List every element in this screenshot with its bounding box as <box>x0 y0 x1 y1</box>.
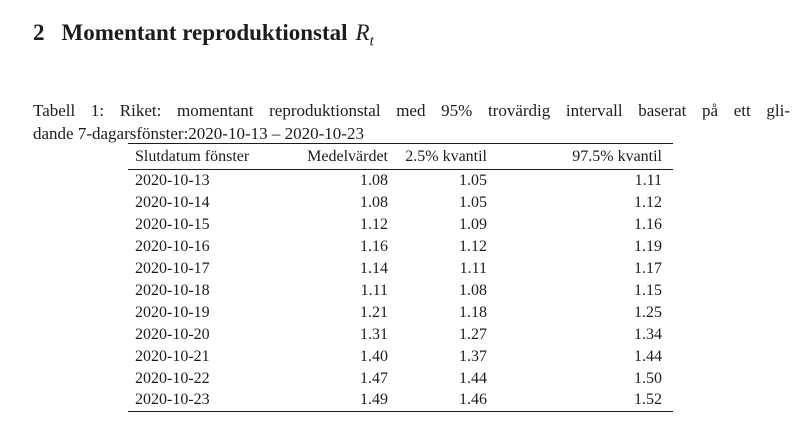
cell-value: 1.25 <box>634 303 662 321</box>
cell-value: 1.46 <box>459 391 487 409</box>
cell-value: 1.11 <box>459 259 487 277</box>
cell-value: 1.16 <box>360 237 388 255</box>
column-header-medelvardet: Medelvärdet <box>288 143 396 170</box>
table-row: 2020-10-23 1.49 1.46 1.52 <box>128 390 673 412</box>
cell-value: 1.11 <box>360 281 388 299</box>
table-row: 2020-10-21 1.40 1.37 1.44 <box>128 346 673 368</box>
column-header-kvantil-high: 97.5% kvantil <box>495 143 673 170</box>
cell-value: 1.40 <box>360 347 388 365</box>
cell-value: 1.49 <box>360 391 388 409</box>
cell-value: 1.18 <box>459 303 487 321</box>
cell-value: 1.52 <box>634 391 662 409</box>
cell-value: 1.44 <box>459 369 487 387</box>
cell-end-date: 2020-10-18 <box>135 281 210 299</box>
table-row: 2020-10-14 1.08 1.05 1.12 <box>128 192 673 214</box>
cell-end-date: 2020-10-22 <box>135 369 210 387</box>
math-rt-subscript: t <box>369 33 374 50</box>
cell-end-date: 2020-10-19 <box>135 303 210 321</box>
cell-value: 1.11 <box>634 171 662 189</box>
table-header-row: Slutdatum fönster Medelvärdet 2.5% kvant… <box>128 143 673 170</box>
math-rt-symbol: Rt <box>355 20 374 50</box>
cell-value: 1.47 <box>360 369 388 387</box>
cell-value: 1.34 <box>634 325 662 343</box>
cell-value: 1.19 <box>634 237 662 255</box>
cell-value: 1.08 <box>360 171 388 189</box>
cell-value: 1.05 <box>459 171 487 189</box>
cell-end-date: 2020-10-15 <box>135 215 210 233</box>
table-row: 2020-10-22 1.47 1.44 1.50 <box>128 368 673 390</box>
section-heading: 2 Momentant reproduktionstal Rt <box>33 20 374 50</box>
cell-value: 1.09 <box>459 215 487 233</box>
cell-value: 1.12 <box>360 215 388 233</box>
table-body: 2020-10-13 1.08 1.05 1.11 2020-10-14 1.08 1.05… <box>128 170 673 412</box>
cell-end-date: 2020-10-21 <box>135 347 210 365</box>
cell-value: 1.17 <box>634 259 662 277</box>
cell-value: 1.15 <box>634 281 662 299</box>
cell-value: 1.08 <box>459 281 487 299</box>
section-number: 2 <box>33 20 45 45</box>
cell-value: 1.16 <box>634 215 662 233</box>
table-header: Slutdatum fönster Medelvärdet 2.5% kvant… <box>128 143 673 170</box>
table-row: 2020-10-17 1.14 1.11 1.17 <box>128 258 673 280</box>
cell-end-date: 2020-10-17 <box>135 259 210 277</box>
cell-value: 1.50 <box>634 369 662 387</box>
table-row: 2020-10-19 1.21 1.18 1.25 <box>128 302 673 324</box>
caption-line-1: Tabell 1: Riket: momentant reproduktions… <box>33 101 790 120</box>
column-header-slutdatum: Slutdatum fönster <box>128 143 288 170</box>
cell-end-date: 2020-10-23 <box>135 391 210 409</box>
cell-value: 1.05 <box>459 193 487 211</box>
cell-value: 1.12 <box>459 237 487 255</box>
cell-value: 1.12 <box>634 193 662 211</box>
table-row: 2020-10-18 1.11 1.08 1.15 <box>128 280 673 302</box>
cell-value: 1.44 <box>634 347 662 365</box>
table-row: 2020-10-13 1.08 1.05 1.11 <box>128 170 673 192</box>
table-row: 2020-10-15 1.12 1.09 1.16 <box>128 214 673 236</box>
cell-value: 1.21 <box>360 303 388 321</box>
column-header-kvantil-low: 2.5% kvantil <box>396 143 495 170</box>
cell-value: 1.27 <box>459 325 487 343</box>
cell-end-date: 2020-10-16 <box>135 237 210 255</box>
cell-value: 1.08 <box>360 193 388 211</box>
cell-end-date: 2020-10-14 <box>135 193 210 211</box>
cell-value: 1.37 <box>459 347 487 365</box>
cell-value: 1.14 <box>360 259 388 277</box>
cell-end-date: 2020-10-20 <box>135 325 210 343</box>
cell-end-date: 2020-10-13 <box>135 171 210 189</box>
cell-value: 1.31 <box>360 325 388 343</box>
section-title: Momentant reproduktionstal <box>61 20 348 45</box>
table-row: 2020-10-20 1.31 1.27 1.34 <box>128 324 673 346</box>
table-row: 2020-10-16 1.16 1.12 1.19 <box>128 236 673 258</box>
table-caption: Tabell 1: Riket: momentant reproduktions… <box>33 99 790 145</box>
reproduction-number-table: Slutdatum fönster Medelvärdet 2.5% kvant… <box>128 143 673 412</box>
caption-line-2: dande 7-dagarsfönster:2020-10-13 – 2020-… <box>33 124 364 143</box>
